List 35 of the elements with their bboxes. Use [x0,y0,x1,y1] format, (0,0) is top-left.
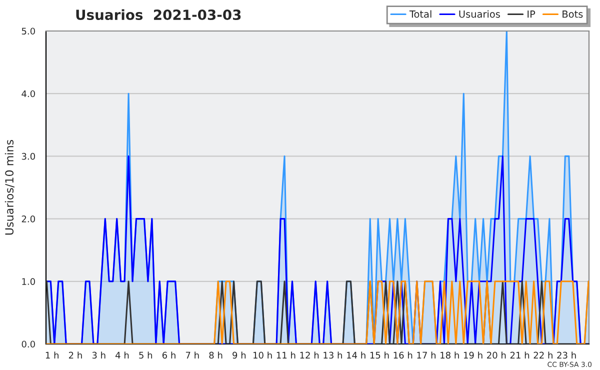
x-tick-label: 6 h [162,352,176,359]
x-tick-label: 23 h [557,352,576,359]
legend-label: IP [528,10,536,18]
x-tick-label: 17 h [417,352,436,358]
legend-label: Usuarios [459,10,500,18]
x-tick-label: 15 h [370,352,389,359]
legend-label: Bots [562,10,583,18]
x-tick-label: 18 h [440,352,459,359]
x-tick-label: 13 h [324,352,342,359]
x-tick-label: 4 h [116,352,129,358]
chart-title: Usuarios 2021-03-03 [76,9,241,20]
x-tick-label: 11 h [276,352,296,358]
y-tick-label: 2.0 [22,216,35,222]
x-tick-label: 21 h [510,352,530,358]
x-tick-label: 8 h [209,352,222,359]
x-tick-label: 9 h [232,352,246,359]
x-tick-label: 22 h [534,352,552,358]
y-tick-label: 1.0 [22,278,35,285]
x-tick-label: 12 h [300,352,319,358]
x-tick-label: 14 h [347,352,366,358]
x-tick-label: 19 h [464,352,482,359]
y-tick-label: 5.0 [22,28,35,35]
y-tick-label: 3.0 [22,152,35,160]
legend-label: Total [409,10,432,18]
x-tick-label: 5 h [139,352,152,359]
x-tick-label: 7 h [186,352,199,358]
x-tick-label: 1 h [46,352,58,358]
x-tick-label: 20 h [487,352,506,359]
x-tick-label: 2 h [68,352,82,358]
x-tick-label: 16 h [394,352,412,359]
y-tick-label: 4.0 [22,90,35,98]
x-tick-label: 3 h [92,352,106,359]
y-axis-title: Usuarios/10 mins [4,140,14,235]
x-tick-label: 10 h [254,352,272,359]
y-tick-label: 0.0 [22,340,35,348]
